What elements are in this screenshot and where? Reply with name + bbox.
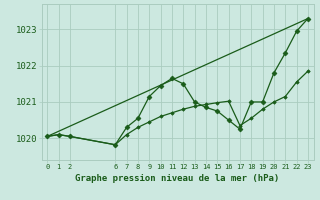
X-axis label: Graphe pression niveau de la mer (hPa): Graphe pression niveau de la mer (hPa) <box>76 174 280 183</box>
